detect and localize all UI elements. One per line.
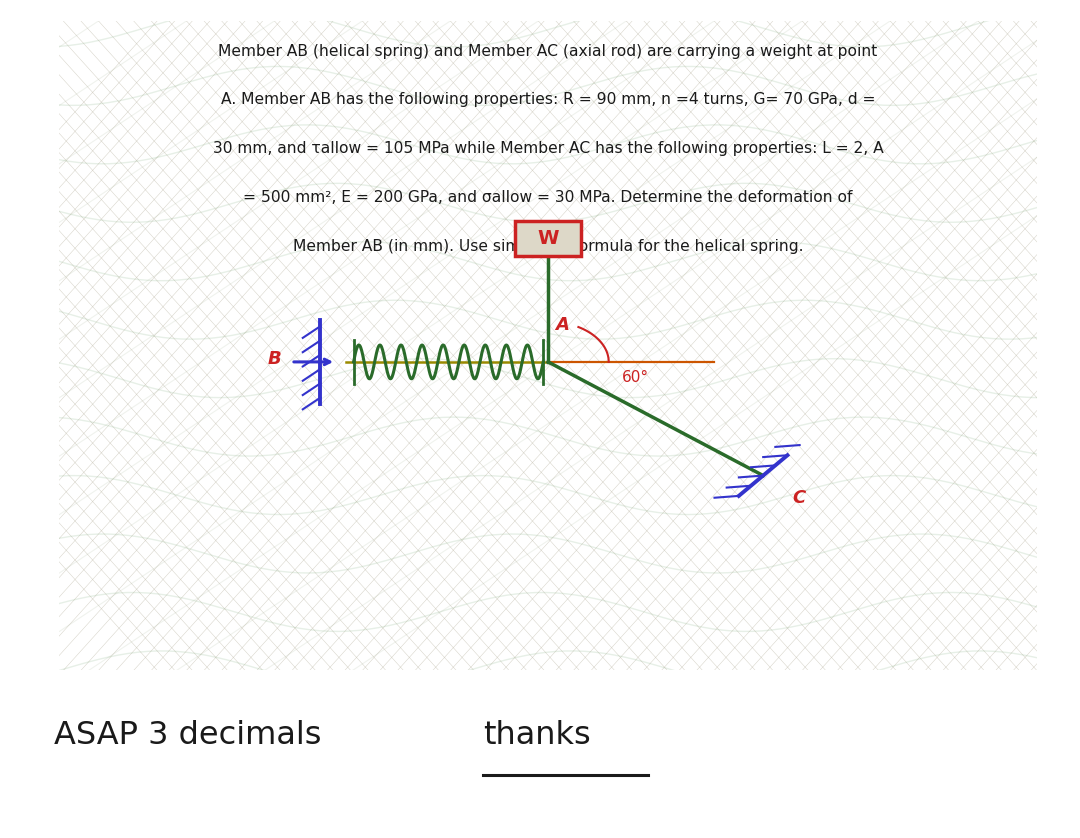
Text: 60°: 60°: [621, 370, 648, 385]
Text: Member AB (helical spring) and Member AC (axial rod) are carrying a weight at po: Member AB (helical spring) and Member AC…: [218, 44, 878, 59]
Text: B: B: [268, 349, 281, 368]
Text: ASAP 3 decimals: ASAP 3 decimals: [54, 721, 332, 752]
Text: Member AB (in mm). Use simplified formula for the helical spring.: Member AB (in mm). Use simplified formul…: [293, 239, 804, 254]
Text: A. Member AB has the following properties: R = 90 mm, n =4 turns, G= 70 GPa, d =: A. Member AB has the following propertie…: [220, 92, 876, 107]
Bar: [515, 221, 581, 256]
Text: W: W: [538, 229, 558, 248]
Text: A: A: [555, 316, 569, 334]
Text: 30 mm, and τallow = 105 MPa while Member AC has the following properties: L = 2,: 30 mm, and τallow = 105 MPa while Member…: [213, 141, 883, 156]
Text: C: C: [793, 489, 806, 506]
Text: thanks: thanks: [483, 721, 591, 752]
Text: = 500 mm², E = 200 GPa, and σallow = 30 MPa. Determine the deformation of: = 500 mm², E = 200 GPa, and σallow = 30 …: [243, 189, 853, 204]
